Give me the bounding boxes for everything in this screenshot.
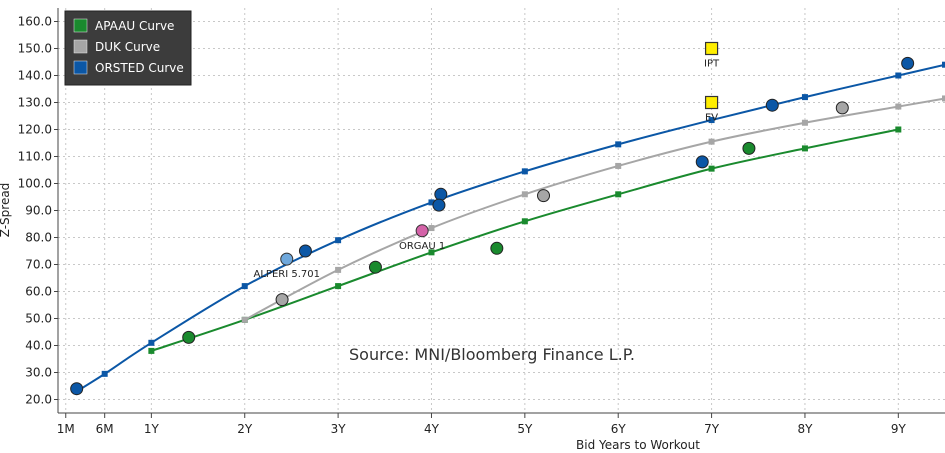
- x-tick-label: 4Y: [424, 422, 440, 436]
- apaau-curve-line: [151, 128, 899, 352]
- orsted-curve-bond-point: [70, 382, 84, 396]
- x-tick-label: 2Y: [237, 422, 253, 436]
- duk-curve-legend-label: DUK Curve: [95, 40, 160, 54]
- duk-curve-node: [942, 95, 945, 102]
- axes: 20.0 30.0 40.0 50.0 60.0 70.0 80.0 90.0 100.0 110…: [18, 8, 945, 436]
- apaau-curve-node: [335, 283, 342, 290]
- curves: [73, 61, 945, 395]
- y-tick-label: 120.0: [18, 123, 52, 137]
- orsted-curve-bond-point: [765, 98, 779, 112]
- duk-curve-node: [615, 162, 622, 169]
- y-tick-label: 100.0: [18, 177, 52, 191]
- x-tick-label: 1Y: [144, 422, 160, 436]
- duk-curve-node: [335, 266, 342, 273]
- orsted-curve-node: [428, 199, 435, 206]
- y-tick-label: 20.0: [25, 393, 52, 407]
- duk-curve-node: [895, 103, 902, 110]
- apaau-curve-node: [148, 347, 155, 354]
- x-tick-label: 8Y: [797, 422, 813, 436]
- x-tick-label: 6M: [96, 422, 114, 436]
- apaau-curve-node: [801, 145, 808, 152]
- x-tick-label: 9Y: [891, 422, 907, 436]
- duk-curve-bond-point: [835, 101, 849, 115]
- point-labels: ALPERI 5.701 ORGAU 1 IPT EV: [254, 59, 720, 281]
- x-tick-label: 6Y: [611, 422, 627, 436]
- orsted-curve-node: [335, 237, 342, 244]
- orsted-curve-node: [895, 72, 902, 79]
- orsted-curve-legend-label: ORSTED Curve: [95, 61, 184, 75]
- orsted-curve-node: [942, 61, 945, 68]
- y-tick-label: 50.0: [25, 312, 52, 326]
- apaau-curve-legend-label: APAAU Curve: [95, 19, 174, 33]
- apaau-curve-node: [615, 191, 622, 198]
- y-tick-label: 90.0: [25, 204, 52, 218]
- orsted-curve-node: [708, 117, 715, 124]
- x-axis-title: Bid Years to Workout: [576, 438, 700, 452]
- ev-label: EV: [705, 113, 718, 124]
- x-tick-label: 3Y: [331, 422, 347, 436]
- y-axis-title: Z-Spread: [0, 183, 12, 238]
- y-tick-label: 150.0: [18, 42, 52, 56]
- duk-curve-legend-swatch: [73, 39, 88, 54]
- orsted-curve-line: [76, 63, 945, 393]
- apaau-curve-bond-point: [368, 260, 382, 274]
- orsted-curve-bond-point: [298, 244, 312, 258]
- apaau-curve-node: [521, 218, 528, 225]
- duk-curve-line: [244, 97, 945, 321]
- apaau-curve-node: [895, 126, 902, 133]
- orsted-curve-node: [615, 141, 622, 148]
- orgau-1-marker: [415, 224, 429, 238]
- source-annotation: Source: MNI/Bloomberg Finance L.P.: [349, 345, 635, 364]
- x-tick-label: 1M: [57, 422, 75, 436]
- orgau-1-label: ORGAU 1: [399, 241, 445, 252]
- orsted-curve-bond-point: [434, 187, 448, 201]
- orsted-curve-bond-point: [432, 198, 446, 212]
- duk-curve-node: [708, 138, 715, 145]
- x-tick-label: 7Y: [704, 422, 720, 436]
- y-tick-label: 40.0: [25, 339, 52, 353]
- orsted-curve-legend-swatch: [73, 60, 88, 75]
- ipt-label: IPT: [704, 59, 720, 70]
- orsted-curve-node: [101, 370, 108, 377]
- y-tick-label: 70.0: [25, 258, 52, 272]
- y-tick-label: 160.0: [18, 15, 52, 29]
- y-tick-label: 140.0: [18, 69, 52, 83]
- apaau-curve-legend-swatch: [73, 18, 88, 33]
- duk-curve-node: [801, 119, 808, 126]
- apaau-curve-bond-point: [182, 330, 196, 344]
- ipt-marker: [704, 41, 719, 56]
- duk-curve-bond-point: [275, 293, 289, 307]
- duk-curve-node: [428, 225, 435, 232]
- orsted-curve-bond-point: [695, 155, 709, 169]
- y-tick-label: 130.0: [18, 96, 52, 110]
- duk-curve-node: [521, 191, 528, 198]
- apaau-curve-node: [708, 165, 715, 172]
- ev-marker: [704, 95, 719, 110]
- y-tick-label: 30.0: [25, 366, 52, 380]
- x-tick-label: 5Y: [517, 422, 533, 436]
- duk-curve-node: [241, 316, 248, 323]
- apaau-curve-bond-point: [742, 141, 756, 155]
- apaau-curve-node: [428, 249, 435, 256]
- orsted-curve-node: [241, 283, 248, 290]
- alperi-5-701-marker: [280, 252, 294, 266]
- y-tick-label: 60.0: [25, 285, 52, 299]
- duk-curve-bond-point: [537, 189, 551, 203]
- orsted-curve-bond-point: [901, 56, 915, 70]
- orsted-curve-node: [521, 168, 528, 175]
- y-tick-label: 110.0: [18, 150, 52, 164]
- legend: APAAU Curve DUK Curve ORSTED Curve: [64, 10, 192, 86]
- alperi-5-701-label: ALPERI 5.701: [254, 269, 320, 280]
- orsted-curve-node: [148, 339, 155, 346]
- bond-points: [70, 41, 915, 396]
- y-tick-label: 80.0: [25, 231, 52, 245]
- orsted-curve-node: [801, 94, 808, 101]
- apaau-curve-bond-point: [490, 241, 504, 255]
